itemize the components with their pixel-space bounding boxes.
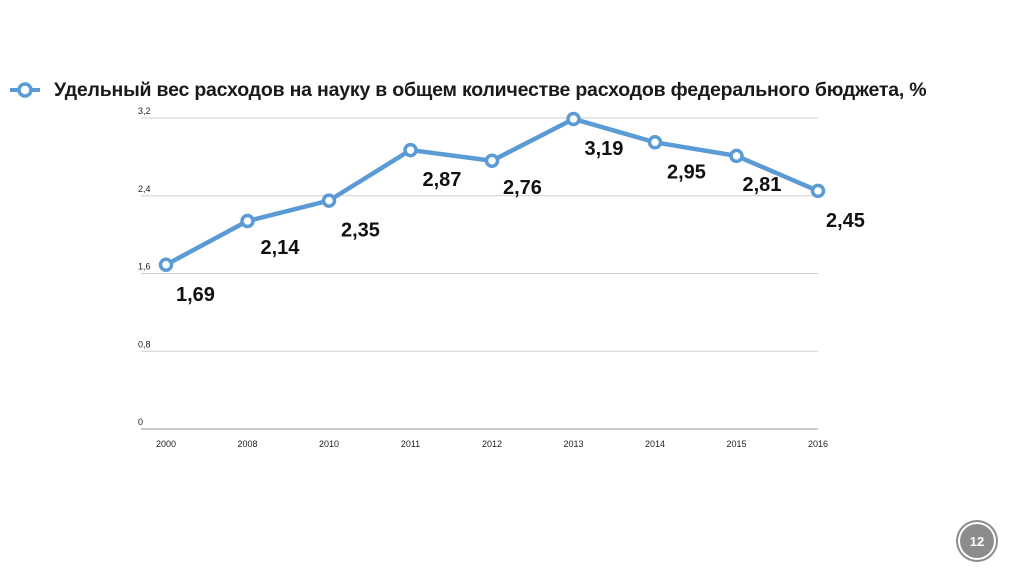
y-tick-label: 1,6	[138, 262, 151, 272]
legend-line-marker-icon	[10, 80, 40, 100]
x-tick-label: 2015	[726, 439, 746, 449]
page-number: 12	[969, 533, 985, 549]
data-label: 2,45	[826, 210, 865, 232]
data-label: 2,87	[423, 169, 462, 191]
x-tick-label: 2000	[156, 439, 176, 449]
x-tick-label: 2013	[563, 439, 583, 449]
x-tick-label: 2014	[645, 439, 665, 449]
data-point	[566, 111, 581, 127]
data-point	[158, 257, 174, 273]
x-tick-label: 2008	[237, 439, 257, 449]
x-tick-label: 2016	[808, 439, 828, 449]
legend-series-label: Удельный вес расходов на науку в общем к…	[54, 78, 927, 101]
data-point	[321, 193, 337, 208]
data-label: 2,14	[261, 237, 301, 259]
data-label: 2,35	[341, 220, 380, 242]
data-label: 1,69	[176, 284, 215, 306]
data-label: 3,19	[585, 138, 624, 160]
data-label: 2,81	[743, 174, 782, 196]
data-label: 2,76	[503, 177, 542, 199]
x-tick-label: 2011	[401, 439, 420, 449]
data-point	[403, 142, 418, 158]
data-point	[484, 153, 500, 169]
y-tick-label: 0,8	[138, 339, 151, 349]
data-point	[647, 135, 663, 150]
page-number-badge: 12	[960, 524, 994, 558]
y-tick-label: 2,4	[138, 184, 151, 194]
chart-legend: Удельный вес расходов на науку в общем к…	[10, 76, 927, 104]
data-point	[729, 148, 744, 164]
y-tick-label: 0	[138, 417, 143, 427]
x-tick-label: 2010	[319, 439, 339, 449]
data-label: 2,95	[667, 161, 706, 183]
x-tick-label: 2012	[482, 439, 502, 449]
data-point	[240, 213, 255, 229]
y-tick-label: 3,2	[138, 106, 151, 116]
data-point	[810, 183, 826, 199]
